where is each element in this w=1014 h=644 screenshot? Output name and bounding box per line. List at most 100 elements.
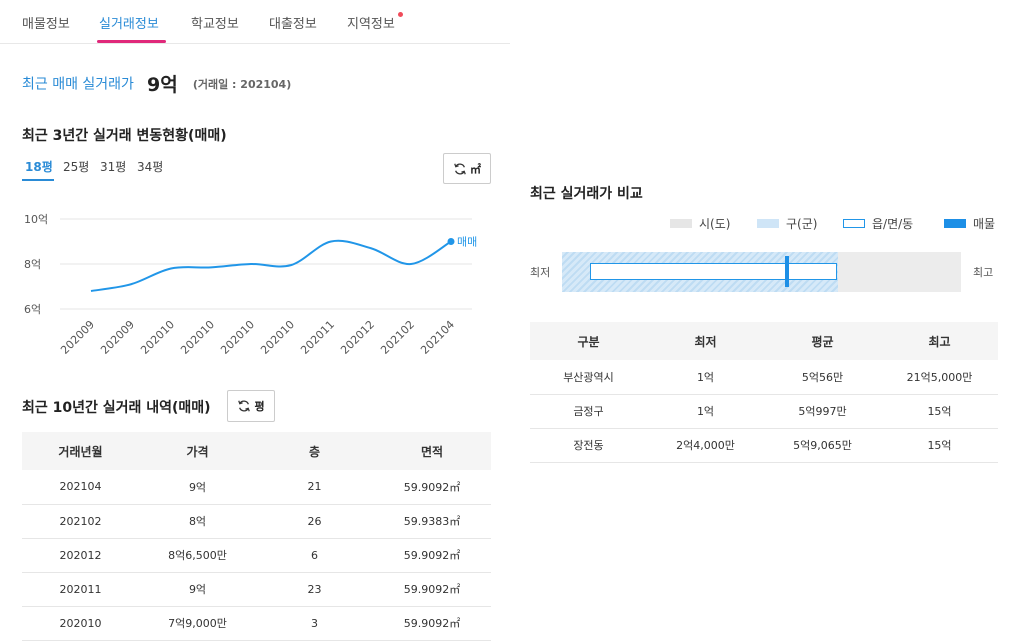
max-label: 최고 bbox=[973, 266, 994, 279]
price-compare-table: 구분 최저 평균 최고 부산광역시 1억 5억56만 21억5,000만 금정구 1억 5… bbox=[530, 322, 998, 463]
cell: 26 bbox=[256, 504, 373, 539]
active-tab-indicator bbox=[97, 40, 166, 43]
x-tick-label: 202104 bbox=[418, 318, 457, 357]
x-tick-label: 202009 bbox=[98, 318, 137, 357]
cell: 장전동 bbox=[530, 428, 647, 463]
recent-price-date: (거래일 : 202104) bbox=[192, 77, 292, 91]
col-header: 최저 bbox=[647, 322, 764, 360]
col-header: 가격 bbox=[139, 432, 256, 470]
x-tick-label: 202010 bbox=[258, 318, 297, 357]
x-tick-label: 202010 bbox=[218, 318, 257, 357]
cell: 59.9383㎡ bbox=[373, 504, 491, 539]
legend-swatch-si bbox=[670, 219, 692, 228]
table-header-row: 구분 최저 평균 최고 bbox=[530, 322, 998, 360]
refresh-icon bbox=[454, 163, 466, 174]
cell: 7억9,000만 bbox=[139, 606, 256, 641]
cell: 202010 bbox=[22, 606, 139, 641]
series-label: 매매 bbox=[457, 236, 477, 249]
cell: 5억9,065만 bbox=[764, 428, 881, 463]
tab-region-info[interactable]: 지역정보 bbox=[347, 17, 395, 32]
cell: 5억56만 bbox=[764, 360, 881, 395]
cell: 202012 bbox=[22, 538, 139, 573]
col-header: 최고 bbox=[881, 322, 998, 360]
cell: 부산광역시 bbox=[530, 360, 647, 395]
tab-school-info[interactable]: 학교정보 bbox=[191, 17, 239, 32]
x-tick-label: 202010 bbox=[138, 318, 177, 357]
cell: 15억 bbox=[881, 428, 998, 463]
table-row: 부산광역시 1억 5억56만 21억5,000만 bbox=[530, 360, 998, 395]
series-line bbox=[90, 239, 452, 292]
cell: 9억 bbox=[139, 572, 256, 607]
y-tick-label: 10억 bbox=[24, 213, 48, 226]
legend-swatch-gu bbox=[757, 219, 779, 228]
legend-swatch-dong bbox=[843, 219, 865, 228]
new-badge-dot bbox=[398, 12, 403, 17]
col-header: 면적 bbox=[373, 432, 491, 470]
col-header: 구분 bbox=[530, 322, 647, 360]
size-tab-indicator bbox=[22, 179, 54, 181]
cell: 21억5,000만 bbox=[881, 360, 998, 395]
recent-price-value: 9억 bbox=[147, 74, 178, 96]
pyeong-unit-label: 평 bbox=[254, 400, 265, 413]
table-row: 장전동 2억4,000만 5억9,065만 15억 bbox=[530, 428, 998, 463]
x-tick-label: 202012 bbox=[338, 318, 377, 357]
transaction-history-table: 거래년월 가격 층 면적 202104 9억 21 59.9092㎡ 202102 8억… bbox=[22, 432, 491, 641]
tab-loan-info[interactable]: 대출정보 bbox=[269, 17, 317, 32]
x-tick-label: 202010 bbox=[178, 318, 217, 357]
history-title: 최근 10년간 실거래 내역(매매) bbox=[22, 400, 211, 416]
cell: 202102 bbox=[22, 504, 139, 539]
legend-label-gu: 구(군) bbox=[786, 217, 818, 231]
cell: 8억 bbox=[139, 504, 256, 539]
cell: 202104 bbox=[22, 470, 139, 505]
col-header: 평균 bbox=[764, 322, 881, 360]
cell: 23 bbox=[256, 572, 373, 607]
table-row: 202102 8억 26 59.9383㎡ bbox=[22, 504, 491, 539]
size-tab-34[interactable]: 34평 bbox=[137, 160, 164, 174]
cell: 202011 bbox=[22, 572, 139, 607]
cell: 3 bbox=[256, 606, 373, 641]
refresh-icon bbox=[238, 400, 251, 412]
size-tab-31[interactable]: 31평 bbox=[100, 160, 127, 174]
cell: 9억 bbox=[139, 470, 256, 505]
x-tick-label: 202102 bbox=[378, 318, 417, 357]
legend-label-si: 시(도) bbox=[699, 217, 731, 231]
cell: 6 bbox=[256, 538, 373, 573]
pyeong-unit-toggle-button[interactable]: 평 bbox=[227, 390, 275, 422]
size-tab-18[interactable]: 18평 bbox=[25, 160, 53, 174]
compare-title: 최근 실거래가 비교 bbox=[530, 186, 643, 202]
table-row: 202012 8억6,500만 6 59.9092㎡ bbox=[22, 538, 491, 573]
cell: 15억 bbox=[881, 394, 998, 429]
table-row: 202010 7억9,000만 3 59.9092㎡ bbox=[22, 606, 491, 641]
cell: 8억6,500만 bbox=[139, 538, 256, 573]
x-tick-label: 202009 bbox=[58, 318, 97, 357]
cell: 59.9092㎡ bbox=[373, 470, 491, 505]
cell: 59.9092㎡ bbox=[373, 572, 491, 607]
cell: 21 bbox=[256, 470, 373, 505]
cell: 1억 bbox=[647, 394, 764, 429]
cell: 5억997만 bbox=[764, 394, 881, 429]
cell: 금정구 bbox=[530, 394, 647, 429]
cell: 59.9092㎡ bbox=[373, 606, 491, 641]
area-unit-toggle-button[interactable]: ㎡ bbox=[443, 153, 491, 184]
col-header: 층 bbox=[256, 432, 373, 470]
table-row: 202104 9억 21 59.9092㎡ bbox=[22, 470, 491, 505]
cell: 2억4,000만 bbox=[647, 428, 764, 463]
tab-real-transaction-info[interactable]: 실거래정보 bbox=[99, 17, 159, 32]
size-tab-25[interactable]: 25평 bbox=[63, 160, 90, 174]
legend-label-dong: 읍/면/동 bbox=[872, 217, 914, 231]
trend-title: 최근 3년간 실거래 변동현황(매매) bbox=[22, 128, 227, 144]
table-header-row: 거래년월 가격 층 면적 bbox=[22, 432, 491, 470]
tab-listing-info[interactable]: 매물정보 bbox=[22, 17, 70, 32]
min-label: 최저 bbox=[530, 266, 551, 279]
recent-price-label: 최근 매매 실거래가 bbox=[22, 76, 134, 93]
x-tick-label: 202011 bbox=[298, 318, 337, 357]
y-tick-label: 8억 bbox=[24, 258, 41, 271]
area-unit-label: ㎡ bbox=[470, 162, 481, 176]
cell: 1억 bbox=[647, 360, 764, 395]
legend-label-listing: 매물 bbox=[973, 217, 996, 231]
col-header: 거래년월 bbox=[22, 432, 139, 470]
listing-price-marker bbox=[785, 256, 789, 287]
last-point-marker bbox=[447, 238, 455, 245]
legend-swatch-listing bbox=[944, 219, 966, 228]
